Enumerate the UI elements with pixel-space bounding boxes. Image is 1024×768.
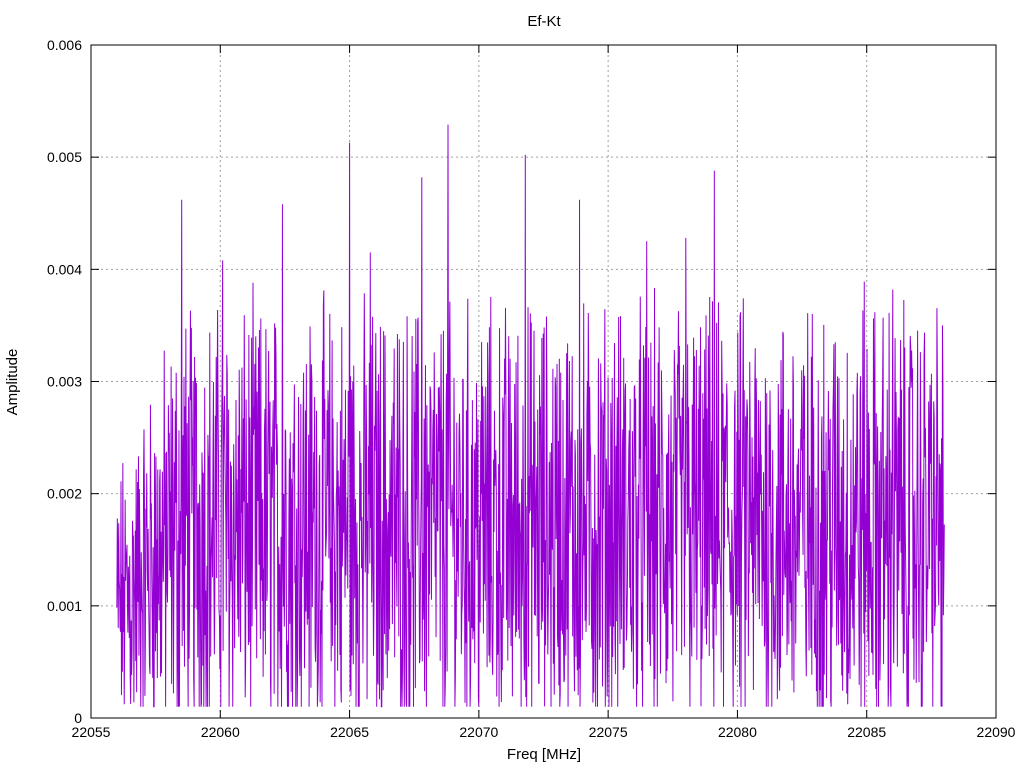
x-tick-label: 22085: [847, 724, 886, 740]
y-tick-label: 0.005: [47, 149, 82, 165]
x-tick-label: 22075: [589, 724, 628, 740]
x-tick-labels: 22055 22060 22065 22070 22075 22080 22085 22090: [72, 724, 1016, 740]
y-tick-labels: 0 0.001 0.002 0.003 0.004 0.005 0.006: [47, 37, 82, 726]
series-layer: [116, 124, 945, 708]
y-axis-title: Amplitude: [4, 349, 21, 416]
ticks: [90, 44, 997, 719]
x-axis-title: Freq [MHz]: [507, 746, 581, 763]
chart-title: Ef-Kt: [527, 13, 561, 30]
y-tick-label: 0.003: [47, 374, 82, 390]
x-tick-label: 22055: [72, 724, 111, 740]
x-tick-label: 22070: [459, 724, 498, 740]
amplitude-series-line: [116, 124, 945, 708]
y-tick-label: 0.002: [47, 486, 82, 502]
y-tick-label: 0.006: [47, 37, 82, 53]
x-tick-label: 22080: [718, 724, 757, 740]
y-tick-label: 0.001: [47, 598, 82, 614]
x-tick-label: 22060: [201, 724, 240, 740]
y-tick-label: 0: [74, 710, 82, 726]
x-tick-label: 22065: [330, 724, 369, 740]
y-tick-label: 0.004: [47, 261, 82, 277]
x-tick-label: 22090: [977, 724, 1016, 740]
